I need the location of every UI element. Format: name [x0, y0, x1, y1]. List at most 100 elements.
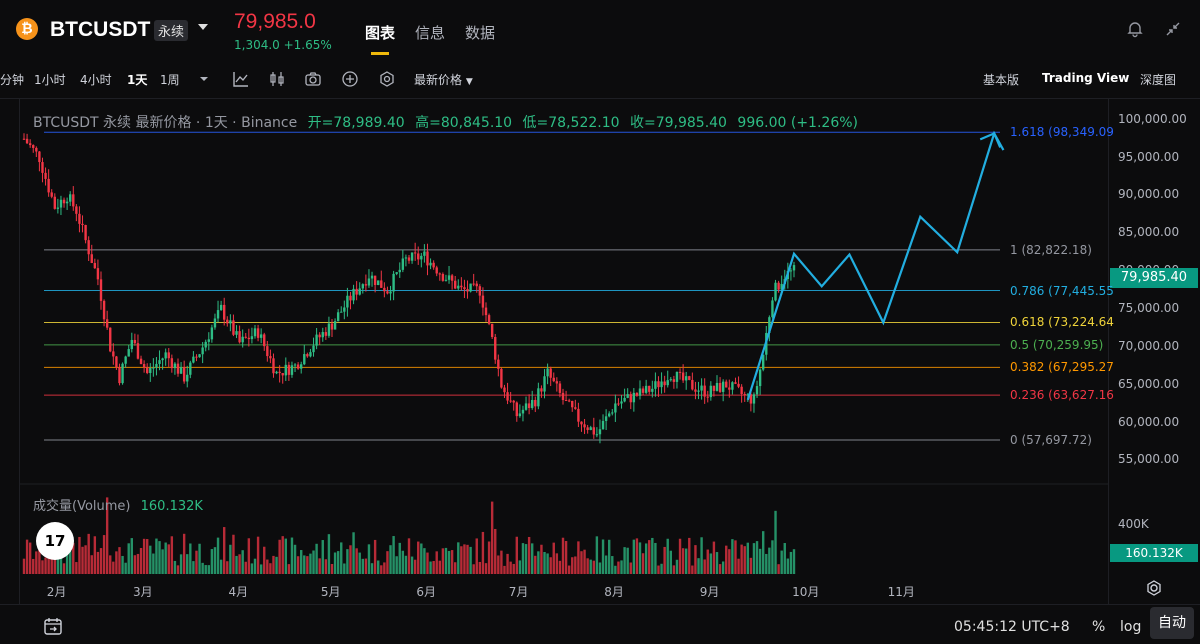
price-type-label: 最新价格: [414, 73, 463, 87]
interval-1d[interactable]: 1天: [127, 73, 148, 87]
candle-body: [558, 383, 562, 393]
volume-bar: [336, 551, 340, 574]
volume-bar: [99, 548, 103, 574]
volume-bar: [226, 561, 229, 574]
candle-body: [506, 392, 509, 401]
tab-data[interactable]: 数据: [465, 24, 496, 42]
interval-dropdown-icon[interactable]: [198, 71, 210, 89]
volume-bar: [182, 533, 186, 574]
candle-body: [592, 427, 595, 435]
candle-body: [740, 386, 743, 395]
settings-icon[interactable]: [1145, 579, 1163, 601]
price-axis[interactable]: [1108, 99, 1200, 604]
volume-bar: [41, 560, 44, 574]
candle-body: [638, 388, 642, 396]
volume-bar: [263, 546, 266, 574]
bottom-bar: 05:45:12 UTC+8 % log: [0, 604, 1200, 644]
volume-bar: [173, 560, 177, 574]
candle-body: [728, 387, 731, 390]
auto-scale-toggle[interactable]: 自动: [1150, 607, 1194, 639]
volume-bar: [771, 540, 774, 574]
candle-body: [490, 323, 494, 338]
candle-body: [367, 278, 371, 286]
volume-bar: [401, 550, 405, 574]
add-icon[interactable]: [341, 70, 359, 92]
chevron-down-icon[interactable]: [198, 24, 208, 30]
log-toggle[interactable]: log: [1120, 619, 1142, 635]
interval-4h[interactable]: 4小时: [80, 73, 112, 87]
x-tick-label: 4月: [228, 585, 249, 599]
candle-body: [121, 363, 124, 384]
x-tick-label: 9月: [699, 585, 720, 599]
volume-bar: [250, 563, 254, 574]
volume-bar: [629, 562, 632, 574]
candle-type-icon[interactable]: [268, 70, 286, 92]
volume-bar: [158, 541, 161, 574]
volume-bar: [35, 551, 38, 574]
volume-bar: [552, 542, 555, 574]
volume-bar: [503, 565, 506, 574]
volume-bar: [703, 559, 706, 574]
candle-body: [278, 371, 281, 374]
candle-body: [232, 320, 235, 335]
candle-body: [435, 267, 438, 274]
clock-time[interactable]: 05:45:12 UTC+8: [954, 619, 1070, 635]
price-type-select[interactable]: 最新价格 ▼: [414, 71, 473, 88]
volume-bar: [364, 558, 368, 574]
candle-body: [777, 282, 780, 290]
volume-bar: [660, 563, 663, 574]
candle-body: [620, 401, 623, 404]
candle-body: [469, 283, 472, 292]
tab-info[interactable]: 信息: [415, 24, 446, 42]
volume-bar: [466, 544, 469, 574]
volume-bar: [81, 546, 84, 574]
view-tradingview[interactable]: Trading View: [1042, 71, 1130, 85]
volume-bar: [139, 547, 143, 574]
volume-bar: [340, 542, 343, 574]
symbol-name[interactable]: BTCUSDT: [50, 18, 151, 41]
view-depth[interactable]: 深度图: [1140, 73, 1177, 87]
volume-bar: [608, 539, 611, 574]
collapse-icon[interactable]: [1164, 20, 1182, 42]
volume-bar: [241, 550, 244, 574]
interval-minute[interactable]: 分钟: [0, 73, 25, 87]
percent-toggle[interactable]: %: [1092, 619, 1106, 635]
candle-body: [657, 381, 660, 388]
candle-body: [223, 304, 226, 320]
volume-bar: [47, 549, 50, 574]
interval-1h[interactable]: 1小时: [34, 73, 66, 87]
candle-body: [50, 192, 53, 197]
candle-body: [574, 407, 577, 409]
candle-body: [330, 323, 334, 330]
tab-chart[interactable]: 图表: [365, 24, 396, 42]
candle-body: [38, 151, 41, 163]
volume-bar: [223, 527, 226, 574]
screenshot-icon[interactable]: [304, 70, 322, 92]
volume-bar: [472, 564, 475, 574]
candle-body: [392, 273, 395, 292]
settings-icon[interactable]: [378, 70, 396, 92]
calendar-icon[interactable]: [42, 615, 64, 641]
candle-body: [762, 354, 765, 370]
indicators-icon[interactable]: [232, 70, 250, 92]
candle-body: [487, 315, 491, 324]
volume-bar: [509, 561, 512, 574]
bell-icon[interactable]: [1126, 20, 1144, 42]
candle-body: [99, 279, 103, 301]
candle-body: [429, 262, 432, 266]
volume-bar: [549, 557, 552, 574]
candle-body: [327, 323, 331, 336]
drawing-toolbar[interactable]: [0, 99, 20, 604]
candle-body: [509, 400, 512, 402]
candle-body: [321, 332, 324, 338]
candle-body: [577, 408, 580, 422]
interval-1w[interactable]: 1周: [160, 73, 180, 87]
view-basic[interactable]: 基本版: [983, 73, 1020, 87]
last-price: 79,985.0: [234, 10, 316, 33]
volume-bar: [407, 538, 411, 574]
volume-bar: [580, 551, 583, 574]
volume-bar: [343, 563, 346, 574]
candle-body: [623, 397, 626, 402]
candle-body: [81, 223, 84, 225]
